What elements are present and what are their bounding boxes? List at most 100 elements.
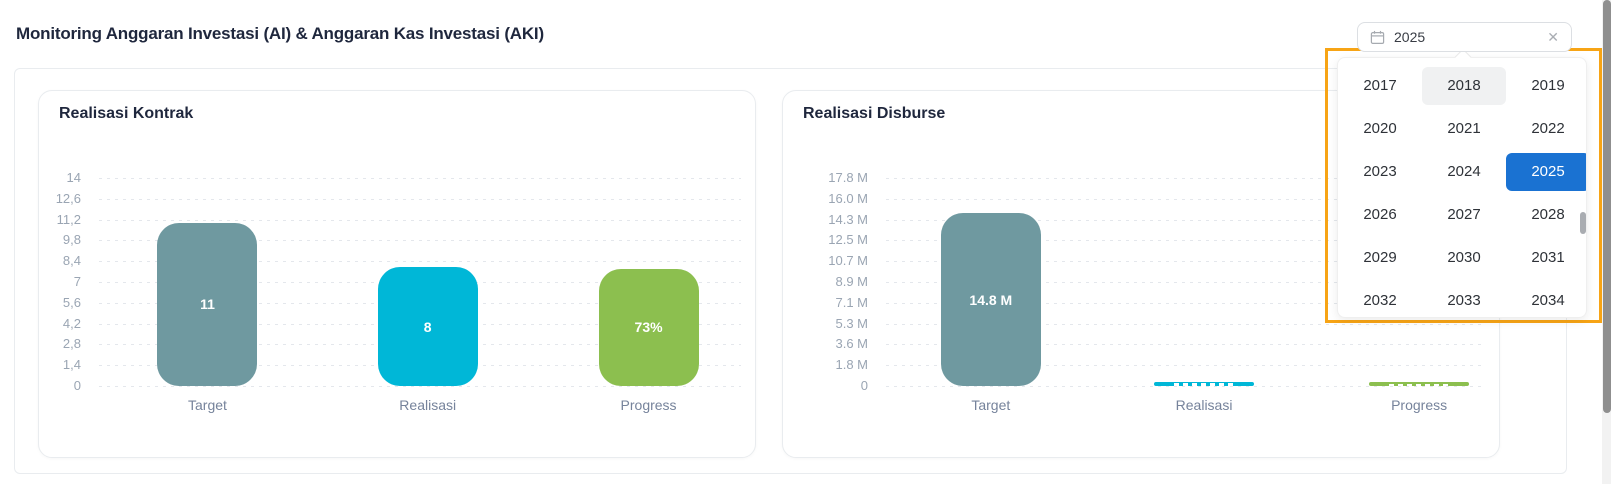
calendar-icon — [1370, 30, 1385, 44]
gridline — [886, 240, 1485, 242]
bar-value-label: 14.8 M — [969, 291, 1013, 308]
year-option-2023[interactable]: 2023 — [1338, 150, 1422, 193]
gridline — [99, 261, 741, 263]
gridline — [886, 178, 1485, 179]
year-option-2029[interactable]: 2029 — [1338, 236, 1422, 279]
x-axis-category-label: Target — [188, 397, 227, 413]
y-axis-tick-label: 8.9 M — [835, 274, 868, 289]
bar-realisasi[interactable] — [1154, 381, 1255, 386]
year-option-label: 2033 — [1447, 292, 1481, 309]
y-axis-tick-label: 0 — [860, 378, 868, 393]
year-option-2027[interactable]: 2027 — [1422, 193, 1506, 236]
year-option-label: 2030 — [1447, 249, 1481, 266]
x-axis-category-label: Realisasi — [399, 397, 457, 413]
year-option-2019[interactable]: 2019 — [1506, 64, 1586, 107]
year-option-label: 2034 — [1531, 292, 1565, 309]
y-axis-tick-label: 5.3 M — [835, 315, 868, 331]
year-input-value: 2025 — [1394, 29, 1426, 45]
year-picker-input[interactable]: 2025 ✕ — [1357, 22, 1572, 52]
year-option-label: 2021 — [1447, 120, 1481, 137]
year-option-label: 2017 — [1363, 77, 1397, 94]
gridline — [99, 219, 741, 221]
year-option-label: 2024 — [1447, 163, 1481, 180]
year-option-label: 2026 — [1363, 206, 1397, 223]
year-option-label: 2018 — [1422, 66, 1506, 105]
year-option-2020[interactable]: 2020 — [1338, 107, 1422, 150]
gridline — [886, 302, 1485, 304]
year-option-label: 2023 — [1363, 163, 1397, 180]
y-axis-tick-label: 17.8 M — [828, 170, 868, 185]
year-option-2025[interactable]: 2025 — [1506, 150, 1586, 193]
page-title: Monitoring Anggaran Investasi (AI) & Ang… — [16, 24, 544, 43]
bar-progress[interactable]: 73% — [598, 268, 699, 386]
year-option-2017[interactable]: 2017 — [1338, 64, 1422, 107]
year-option-2032[interactable]: 2032 — [1338, 279, 1422, 317]
bar-target[interactable]: 11 — [157, 222, 258, 386]
y-axis-tick-label: 7 — [73, 274, 81, 289]
y-axis-tick-label: 12,6 — [55, 190, 81, 206]
y-axis-tick-label: 10.7 M — [828, 253, 868, 269]
year-option-2024[interactable]: 2024 — [1422, 150, 1506, 193]
page-scrollbar-track[interactable] — [1602, 0, 1611, 484]
plot-area: 11 8 73% — [99, 178, 741, 387]
y-axis-tick-label: 3.6 M — [835, 336, 868, 352]
year-option-label: 2022 — [1531, 120, 1565, 137]
year-option-2030[interactable]: 2030 — [1422, 236, 1506, 279]
chart-title: Realisasi Kontrak — [59, 105, 194, 122]
plot-area: 14.8 M — [886, 178, 1485, 387]
year-option-2026[interactable]: 2026 — [1338, 193, 1422, 236]
bar-value-label: 8 — [423, 318, 432, 335]
x-axis-category-label: Progress — [620, 397, 677, 413]
year-option-2031[interactable]: 2031 — [1506, 236, 1586, 279]
gridline — [99, 240, 741, 242]
year-option-label: 2027 — [1447, 206, 1481, 223]
y-axis-tick-label: 2,8 — [62, 336, 81, 352]
y-axis-tick-label: 0 — [73, 378, 81, 393]
gridline — [886, 323, 1485, 325]
year-option-label: 2028 — [1531, 206, 1565, 223]
chart-title: Realisasi Disburse — [803, 105, 946, 122]
y-axis-tick-label: 4,2 — [62, 315, 81, 331]
y-axis-tick-label: 14 — [66, 170, 81, 185]
year-option-label: 2020 — [1363, 120, 1397, 137]
page-scrollbar-thumb[interactable] — [1602, 0, 1611, 413]
gridline — [886, 198, 1485, 200]
bar-value-label: 73% — [634, 319, 663, 336]
y-axis: 14 12,6 11,2 9,8 8,4 7 5,6 4,2 2,8 1,4 0 — [39, 170, 91, 393]
year-grid: 2017 2018 2019 2020 2021 2022 2023 2024 2025 2026… — [1338, 58, 1586, 317]
bar-realisasi[interactable]: 8 — [377, 267, 478, 386]
year-option-label: 2019 — [1531, 77, 1565, 94]
clear-icon[interactable]: ✕ — [1547, 29, 1559, 45]
year-option-label: 2031 — [1531, 249, 1565, 266]
y-axis-tick-label: 1.8 M — [835, 357, 868, 373]
x-axis-category-label: Progress — [1391, 397, 1448, 413]
gridline — [886, 282, 1485, 283]
bar-chart-realisasi-disburse: 17.8 M 16.0 M 14.3 M 12.5 M 10.7 M 8.9 M 7.1 M… — [783, 170, 1499, 393]
gridline — [886, 386, 1485, 387]
y-axis-tick-label: 5,6 — [62, 294, 81, 310]
year-option-2018[interactable]: 2018 — [1422, 64, 1506, 107]
gridline — [99, 386, 741, 387]
year-option-2022[interactable]: 2022 — [1506, 107, 1586, 150]
year-option-2021[interactable]: 2021 — [1422, 107, 1506, 150]
gridline — [99, 178, 741, 179]
year-option-2028[interactable]: 2028 — [1506, 193, 1586, 236]
year-option-label: 2032 — [1363, 292, 1397, 309]
gridline — [99, 198, 741, 200]
gridline — [886, 365, 1485, 367]
gridline — [886, 344, 1485, 346]
x-axis: Target Realisasi Progress — [886, 397, 1485, 417]
bar-progress[interactable] — [1369, 382, 1470, 386]
year-option-label: 2025 — [1506, 152, 1586, 191]
y-axis-tick-label: 7.1 M — [835, 294, 868, 310]
year-option-label: 2029 — [1363, 249, 1397, 266]
year-dropdown-panel: 2017 2018 2019 2020 2021 2022 2023 2024 2025 2026… — [1337, 57, 1587, 318]
year-option-2034[interactable]: 2034 — [1506, 279, 1586, 317]
bar-target[interactable]: 14.8 M — [940, 213, 1041, 386]
chart-card-realisasi-kontrak: Realisasi Kontrak 14 12,6 11,2 9,8 8,4 7 5,6 4,… — [38, 90, 756, 458]
year-option-2033[interactable]: 2033 — [1422, 279, 1506, 317]
y-axis: 17.8 M 16.0 M 14.3 M 12.5 M 10.7 M 8.9 M 7.1 M… — [783, 170, 878, 393]
y-axis-tick-label: 8,4 — [62, 253, 81, 269]
dropdown-scrollbar-thumb[interactable] — [1580, 212, 1586, 234]
x-axis-category-label: Realisasi — [1175, 397, 1233, 413]
